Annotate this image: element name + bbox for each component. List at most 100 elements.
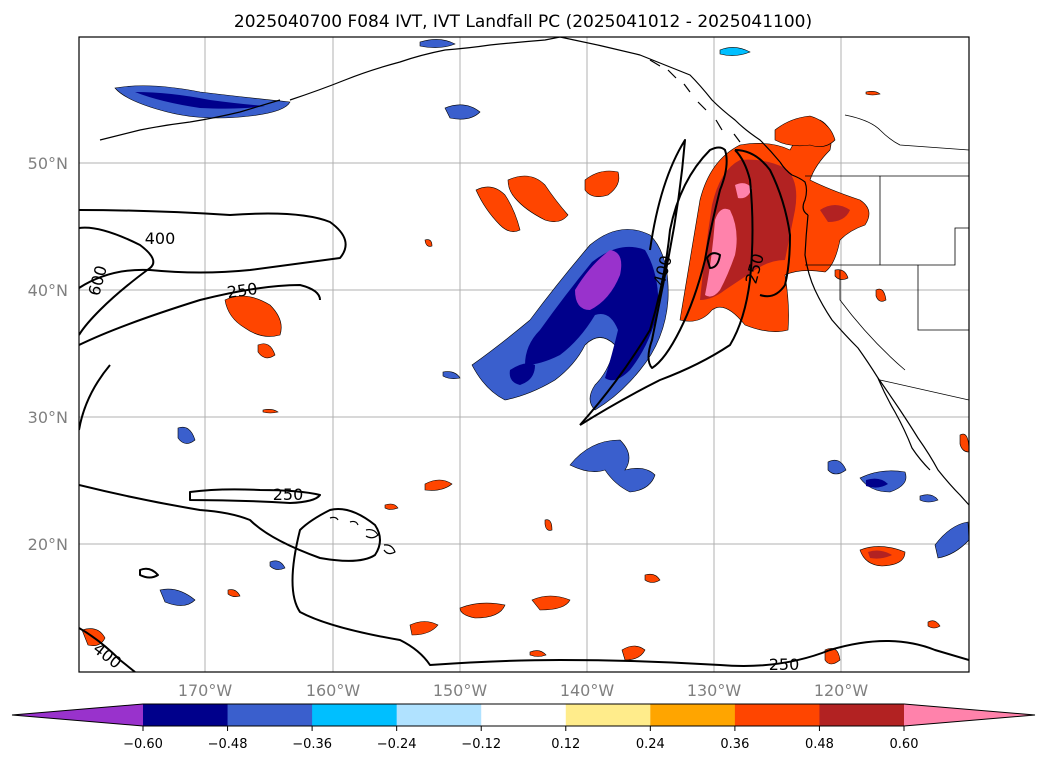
colorbar-swatch — [650, 704, 736, 726]
mex-border — [879, 379, 969, 401]
ivt-contour-250-south — [79, 484, 969, 667]
colorbar-swatch — [227, 704, 313, 726]
map-panel: 400 600 250 250 400 250 250 400 — [79, 37, 969, 674]
colorbar-swatch — [143, 704, 229, 726]
colorbar-tick-label: 0.36 — [720, 737, 749, 752]
pos-blob-tiny-3 — [529, 650, 547, 657]
lat-label-20n: 20°N — [28, 535, 68, 554]
negative-pc-regions — [114, 39, 969, 606]
colorbar-swatches — [12, 704, 1035, 726]
contour-label: 250 — [226, 279, 259, 302]
state-border-1 — [844, 114, 969, 151]
pos-blob-145w — [507, 175, 569, 222]
pos-blob-s-2 — [459, 602, 506, 619]
colorbar-swatch — [396, 704, 482, 726]
ivt-contour-400-plume — [579, 139, 728, 426]
state-border-5 — [839, 270, 906, 371]
colorbar-tick-label: 0.24 — [636, 737, 665, 752]
colorbar-swatch — [312, 704, 398, 726]
state-border-3 — [805, 227, 969, 266]
baja-coast — [877, 377, 931, 471]
lon-label-170w: 170°W — [178, 681, 233, 700]
neg-blob-east-4 — [919, 494, 939, 503]
pos-blob-s-6 — [644, 573, 661, 583]
positive-pc-regions — [81, 91, 969, 665]
alaska-islands — [649, 59, 741, 143]
pos-blob-tiny-5 — [227, 589, 241, 597]
lon-label-140w: 140°W — [560, 681, 615, 700]
colorbar-tick-label: 0.48 — [805, 737, 834, 752]
lat-label-40n: 40°N — [28, 281, 68, 300]
pos-blob-s-4 — [424, 479, 453, 491]
pos-blob-ne — [774, 115, 836, 147]
lat-label-50n: 50°N — [28, 154, 68, 173]
pos-blob-150w — [475, 186, 521, 232]
contour-label: 400 — [145, 229, 176, 248]
colorbar-tick-label: −0.60 — [123, 737, 163, 752]
contour-label: 250 — [273, 485, 304, 504]
lon-label-160w: 160°W — [306, 681, 361, 700]
lon-label-130w: 130°W — [687, 681, 742, 700]
colorbar-extend-low — [12, 704, 143, 726]
colorbar-tick-label: −0.48 — [208, 737, 248, 752]
neg-blob-gulf-ak — [444, 104, 481, 120]
pos-blob-168w — [224, 295, 282, 337]
map-frame — [78, 36, 970, 673]
colorbar-swatch — [481, 704, 567, 726]
colorbar-tick-label: 0.12 — [551, 737, 580, 752]
neg-blob-central-south — [569, 439, 656, 493]
state-border-4 — [917, 265, 969, 331]
colorbar-extend-high — [904, 704, 1035, 726]
ivt-contour-250-plume — [579, 149, 754, 426]
aleutian-chain — [99, 99, 281, 141]
neg-blob-south-1 — [269, 560, 286, 570]
pos-blob-167w-small — [257, 343, 276, 359]
colorbar-swatch — [734, 704, 820, 726]
ivt-contours — [79, 139, 969, 672]
neg-blob-178w — [177, 426, 196, 444]
alaska-coast — [289, 37, 781, 163]
latitude-labels: 50°N 40°N 30°N 20°N — [28, 154, 68, 554]
lat-label-30n: 30°N — [28, 408, 68, 427]
ivt-contour-250-hawaii — [189, 488, 321, 504]
pos-blob-s-3 — [531, 595, 571, 611]
pos-blob-tiny-1 — [424, 239, 433, 247]
neg-blob-172w — [159, 588, 196, 606]
colorbar-swatch — [819, 704, 905, 726]
coastlines — [99, 37, 969, 555]
central-negative-plume — [471, 229, 669, 411]
pos-blob-tiny-7 — [384, 503, 399, 510]
political-borders — [805, 114, 969, 401]
pos-blob-tiny-4 — [927, 620, 941, 629]
bc-coast — [779, 161, 809, 216]
colorbar-tick-label: −0.36 — [292, 737, 332, 752]
colorbar-tick-label: 0.60 — [890, 737, 919, 752]
colorbar-tick-label: −0.12 — [461, 737, 501, 752]
colorbar: −0.60 −0.48 −0.36 −0.24 −0.12 0.12 0.24 0.36 0.4… — [11, 703, 1036, 752]
ivt-contour-small-south — [139, 567, 159, 579]
lon-label-150w: 150°W — [433, 681, 488, 700]
longitude-labels: 170°W 160°W 150°W 140°W 130°W 120°W — [178, 681, 869, 700]
pos-blob-tiny-8 — [544, 519, 553, 531]
contour-label: 250 — [769, 655, 800, 674]
us-west-coast — [804, 214, 969, 506]
neg-blob-south-2 — [442, 371, 461, 379]
hawaii-islands — [329, 516, 396, 555]
neg-blob-ak-coast — [719, 47, 751, 56]
pos-blob-140w — [584, 170, 620, 197]
neg-blob-east-3 — [934, 521, 969, 559]
pos-blob-tiny-6 — [262, 409, 279, 414]
figure-title: 2025040700 F084 IVT, IVT Landfall PC (20… — [234, 12, 812, 32]
west-coast-positive-plume — [679, 119, 870, 332]
ivt-contour-250-coast — [734, 149, 791, 298]
ivt-contour-250-west — [79, 284, 321, 431]
colorbar-swatch — [565, 704, 651, 726]
colorbar-tick-label: −0.24 — [377, 737, 417, 752]
pos-blob-tiny-2 — [865, 91, 881, 96]
ivt-contour-400-west — [79, 209, 347, 289]
ivt-contour-600-west — [79, 226, 155, 336]
pos-blob-oregon — [834, 269, 849, 280]
pos-blob-s-5 — [621, 645, 646, 661]
graticule — [79, 37, 969, 672]
neg-blob-nw — [419, 39, 456, 48]
